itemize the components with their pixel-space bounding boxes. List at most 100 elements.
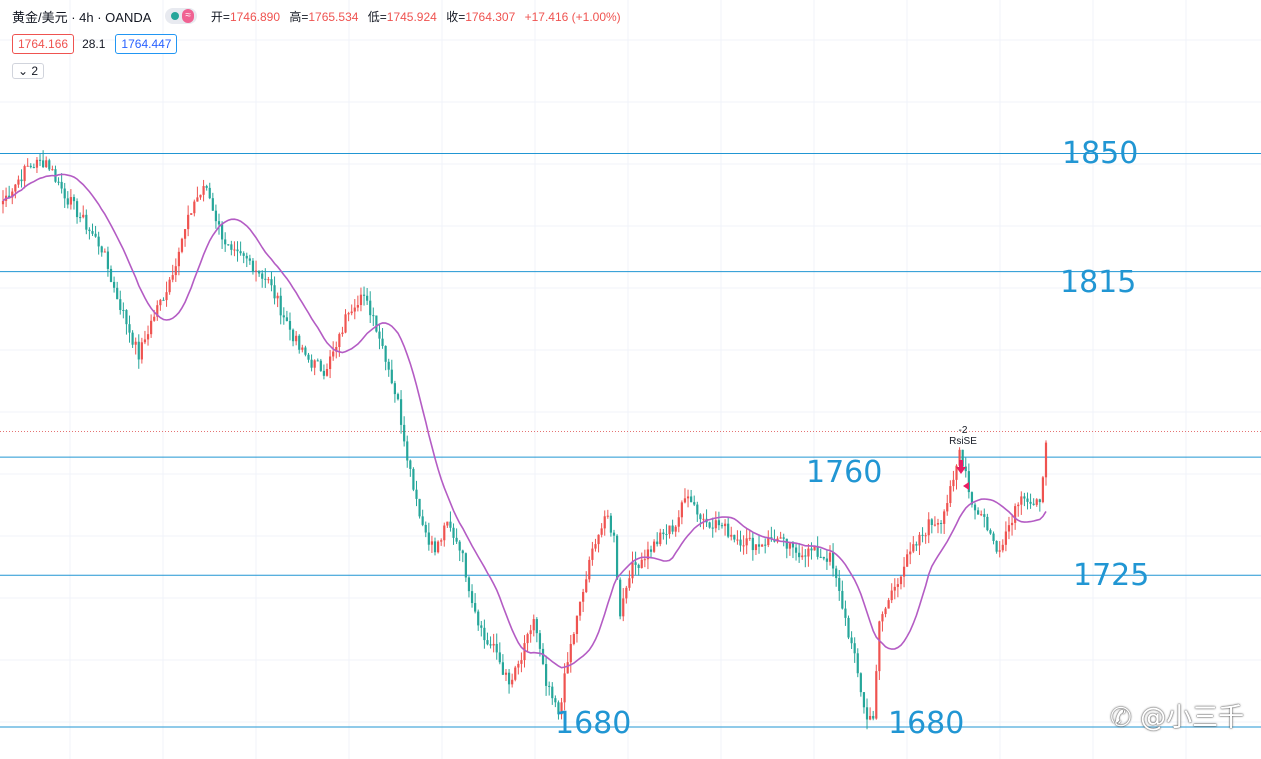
candle-body [66,198,69,205]
candle-body [575,615,579,635]
candle-body [449,521,452,528]
candle-body [902,566,906,577]
candle-body [483,627,486,641]
candle-body [946,503,949,512]
candle-body [276,295,279,299]
candle-body [298,335,301,350]
candle-body [723,523,727,527]
candle-body [131,332,134,345]
candle-body [927,519,930,536]
signal-annotation[interactable]: -2 RsiSE [944,425,982,447]
candle-body [686,496,690,499]
candle-body [674,526,677,532]
candle-body [307,354,310,360]
wave-icon: ≈ [182,9,194,23]
candle-body [143,339,147,343]
candle-body [853,643,856,654]
candle-body [757,544,761,547]
candle-body [474,603,477,612]
indicator-collapse-button[interactable]: ⌄ 2 [12,63,45,79]
candle-body [958,449,961,466]
candle-body [1001,544,1004,551]
candle-body [137,341,140,360]
candle-body [359,294,363,306]
candle-body [344,314,347,333]
candle-body [183,229,187,239]
candle-body [412,468,415,490]
indicator-count: 2 [31,64,39,78]
candle-body [196,197,199,202]
candle-body [291,329,295,342]
candle-body [187,214,190,230]
candle-body [424,524,427,533]
candle-body [748,537,751,539]
candle-body [82,214,85,218]
candle-body [899,576,903,585]
candle-body [933,524,937,526]
candle-body [1026,498,1029,502]
candle-body [325,369,329,376]
candle-body [125,310,128,325]
candle-body [637,564,640,568]
candle-body [319,360,322,371]
candle-body [850,637,853,644]
candle-body [224,239,227,245]
candle-body [353,307,356,312]
candle-body [79,217,82,219]
candle-body [328,356,332,370]
candle-body [177,251,180,267]
candle-body [887,600,890,609]
candle-body [1007,525,1011,532]
candle-body [440,540,443,542]
symbol-label[interactable]: 黄金/美元 · 4h · OANDA [12,9,152,25]
candle-body [310,359,313,368]
candle-body [980,514,983,516]
candle-body [717,520,721,526]
candle-body [245,255,248,259]
candle-body [541,648,545,665]
candle-body [909,551,912,555]
candle-body [804,555,807,557]
candle-body [952,479,955,487]
candle-body [153,316,156,321]
candle-body [273,285,276,299]
candle-body [57,181,60,183]
candle-body [458,541,461,551]
candle-body [202,186,205,195]
ask-button[interactable]: 1764.447 [115,34,178,54]
candle-body [1010,522,1014,526]
candle-body [32,167,35,169]
bid-button[interactable]: 1764.166 [12,34,75,54]
candle-body [634,562,637,565]
candle-body [461,550,464,554]
candle-body [631,562,634,579]
candle-body [653,541,656,552]
candle-body [649,549,653,552]
high-value: 1765.534 [308,9,359,24]
candle-body [236,249,239,252]
candle-body [63,188,66,199]
candle-body [103,251,106,253]
candle-body [285,317,288,322]
candle-body [739,539,742,546]
candle-body [254,270,258,272]
candle-body [220,224,224,240]
level-label-1850: 1850 [1062,136,1139,171]
watermark-text: @小三千 [1140,703,1245,733]
visibility-toggle[interactable]: ≈ [165,8,197,24]
level-label-1680-left: 1680 [555,706,632,741]
candle-body [949,486,952,504]
candle-body [865,707,869,720]
candle-body [930,519,933,526]
candle-body [20,179,23,182]
candle-body [261,273,264,279]
candle-body [335,347,338,352]
candle-body [251,260,255,272]
candle-body [961,449,964,467]
candle-body [217,221,221,225]
candle-body [304,347,307,355]
candle-body [847,617,850,638]
candle-body [591,548,594,560]
candle-body [168,279,171,293]
